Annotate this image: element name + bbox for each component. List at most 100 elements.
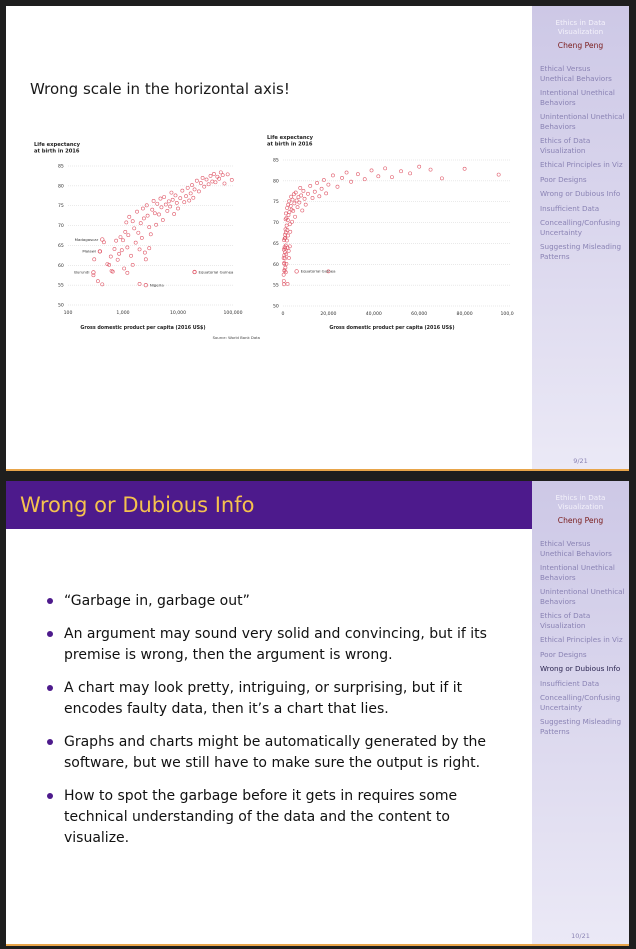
nav-ethical-principles[interactable]: Ethical Principles in Viz xyxy=(540,160,623,169)
chart-title-line1: Life expectancy xyxy=(34,142,81,148)
nav-wrong-dubious[interactable]: Wrong or Dubious Info xyxy=(540,189,621,198)
nav-concealing-uncertainty[interactable]: Concealling/Confusing Uncertainty xyxy=(540,693,621,712)
bullet-list: “Garbage in, garbage out” An argument ma… xyxy=(46,591,506,861)
bullet-text: Graphs and charts might be automatically… xyxy=(64,734,487,771)
data-point xyxy=(285,206,289,210)
sidebar-author: Cheng Peng xyxy=(557,516,604,525)
data-point xyxy=(408,171,413,176)
data-point xyxy=(180,188,185,193)
data-point xyxy=(287,210,292,215)
y-tick-label: 65 xyxy=(273,241,279,247)
nav-unintentional[interactable]: Unintentional Unethical Behaviors xyxy=(540,587,625,606)
annotated-point xyxy=(192,269,197,275)
nav-poor-designs[interactable]: Poor Designs xyxy=(540,174,587,184)
data-point xyxy=(160,218,165,222)
bullet-dot-icon xyxy=(47,739,53,745)
data-point xyxy=(123,230,128,234)
data-point xyxy=(295,205,300,210)
sidebar-title[interactable]: Ethics in Data Visualization xyxy=(555,493,606,511)
bullet-item: Graphs and charts might be automatically… xyxy=(46,732,506,774)
slide-divider xyxy=(6,944,629,946)
data-point xyxy=(91,273,96,278)
nav-unintentional[interactable]: Unintentional Unethical Behaviors xyxy=(540,112,625,131)
nav-concealing-uncertainty[interactable]: Concealling/Confusing Uncertainty xyxy=(540,218,621,237)
source-note: Source: World Bank Data xyxy=(213,335,260,340)
nav-ethics-of-data-viz[interactable]: Ethics of Data Visualization xyxy=(540,136,591,155)
data-point xyxy=(112,247,117,251)
nav-ethical-principles[interactable]: Ethical Principles in Viz xyxy=(540,635,623,644)
data-point xyxy=(340,176,344,180)
data-point xyxy=(110,269,115,274)
data-point xyxy=(114,238,119,243)
data-point xyxy=(283,265,288,270)
data-point xyxy=(132,226,137,231)
data-point xyxy=(496,172,501,177)
bullet-item: An argument may sound very solid and con… xyxy=(46,624,506,666)
sidebar-nav: Ethical Versus Unethical Behaviors Inten… xyxy=(532,539,629,736)
nav-intentional[interactable]: Intentional Unethical Behaviors xyxy=(540,88,615,107)
y-tick-label: 50 xyxy=(273,304,279,310)
data-point xyxy=(282,282,286,287)
data-point xyxy=(172,212,177,216)
nav-ethical-versus[interactable]: Ethical Versus Unethical Behaviors xyxy=(540,539,612,558)
data-point xyxy=(159,205,164,210)
data-point xyxy=(210,179,215,184)
nav-insufficient-data[interactable]: Insufficient Data xyxy=(540,678,600,688)
bullet-dot-icon xyxy=(47,631,53,637)
nav-intentional[interactable]: Intentional Unethical Behaviors xyxy=(540,563,615,582)
data-point xyxy=(190,183,194,187)
chart-title-line2: at birth in 2016 xyxy=(34,149,80,155)
bullet-dot-icon xyxy=(47,685,53,691)
sidebar-title[interactable]: Ethics in Data Visualization xyxy=(555,18,606,36)
nav-misleading-patterns[interactable]: Suggesting Misleading Patterns xyxy=(540,242,622,261)
sidebar-nav: Ethical Versus Unethical Behaviors Inten… xyxy=(532,64,629,261)
x-tick-label: 40,000 xyxy=(366,311,382,317)
data-point xyxy=(118,235,123,239)
nav-misleading-patterns[interactable]: Suggesting Misleading Patterns xyxy=(540,717,622,736)
annotation-label: Madagascar xyxy=(75,237,99,242)
data-point xyxy=(331,173,335,178)
data-point xyxy=(317,194,322,199)
data-point xyxy=(154,222,159,227)
data-point xyxy=(185,185,190,190)
data-point xyxy=(286,249,291,253)
y-tick-label: 60 xyxy=(58,263,64,269)
data-point xyxy=(137,282,142,286)
nav-ethical-versus[interactable]: Ethical Versus Unethical Behaviors xyxy=(540,64,612,83)
nav-poor-designs[interactable]: Poor Designs xyxy=(540,649,587,659)
data-point xyxy=(170,197,175,202)
data-point xyxy=(292,201,297,206)
data-point xyxy=(284,223,289,228)
scatter-chart-log: Life expectancy at birth in 2016 50 55 60 6… xyxy=(34,142,260,340)
data-point xyxy=(383,166,388,171)
nav-ethics-of-data-viz[interactable]: Ethics of Data Visualization xyxy=(540,611,591,630)
x-tick-label: 100,000 xyxy=(501,311,515,317)
nav-wrong-dubious[interactable]: Wrong or Dubious Info xyxy=(540,664,621,673)
data-point xyxy=(376,174,381,179)
data-point xyxy=(290,219,294,224)
y-tick-label: 80 xyxy=(58,183,64,189)
y-tick-label: 85 xyxy=(58,164,64,170)
data-point xyxy=(202,184,207,189)
data-point xyxy=(105,262,110,266)
data-point xyxy=(192,187,197,192)
data-point xyxy=(287,256,291,260)
annotation-label: Nigeria xyxy=(150,282,165,287)
data-point xyxy=(198,181,203,185)
annotated-point xyxy=(143,282,148,288)
data-point xyxy=(197,189,201,194)
data-point xyxy=(200,176,205,180)
data-point xyxy=(217,176,222,181)
data-point xyxy=(303,202,308,207)
data-point xyxy=(300,208,305,213)
data-point xyxy=(284,238,289,243)
bullet-dot-icon xyxy=(47,598,53,604)
y-tick-label: 75 xyxy=(58,203,64,209)
data-point xyxy=(281,272,286,277)
data-point xyxy=(162,195,167,199)
annotated-point xyxy=(100,237,105,242)
x-tick-label: 1,000 xyxy=(116,310,129,316)
nav-insufficient-data[interactable]: Insufficient Data xyxy=(540,203,600,213)
data-point xyxy=(220,173,225,178)
x-tick-label: 100 xyxy=(64,310,73,316)
